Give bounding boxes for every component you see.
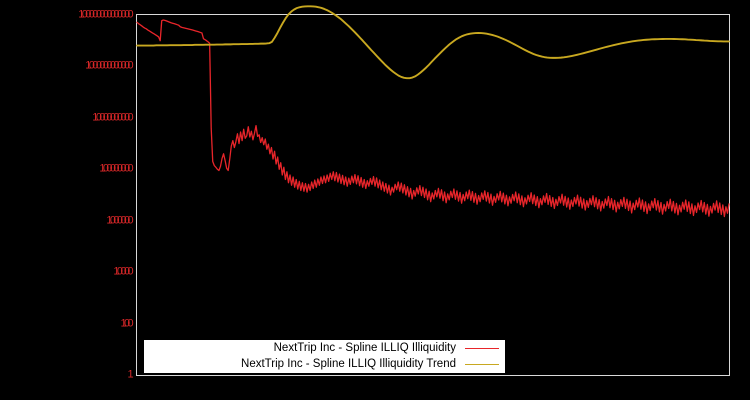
y-tick-label: 10000000000 xyxy=(92,111,133,124)
series-line-illiquidity xyxy=(136,19,730,218)
series-layer xyxy=(136,5,730,218)
y-tick-label: 1000000000000 xyxy=(85,59,133,72)
y-tick-label: 100000000 xyxy=(99,162,133,175)
y-tick-label: 100 xyxy=(120,317,133,330)
y-tick-label: 10000 xyxy=(113,265,133,278)
plot-frame xyxy=(136,14,730,376)
y-tick-label: 1000000 xyxy=(106,214,133,227)
y-tick-label: 1 xyxy=(127,368,133,381)
legend-color-swatch xyxy=(465,363,499,365)
legend-item[interactable]: NextTrip Inc - Spline ILLIQ Illiquidity xyxy=(144,340,505,356)
legend[interactable]: NextTrip Inc - Spline ILLIQ Illiquidity N… xyxy=(144,340,505,373)
legend-item-label: NextTrip Inc - Spline ILLIQ Illiquidity … xyxy=(241,357,456,370)
y-tick-label: 100000000000000 xyxy=(78,8,133,21)
legend-color-swatch xyxy=(465,347,499,349)
series-line-trend xyxy=(136,5,730,80)
legend-item-label: NextTrip Inc - Spline ILLIQ Illiquidity xyxy=(273,341,456,354)
legend-item[interactable]: NextTrip Inc - Spline ILLIQ Illiquidity … xyxy=(144,356,505,372)
